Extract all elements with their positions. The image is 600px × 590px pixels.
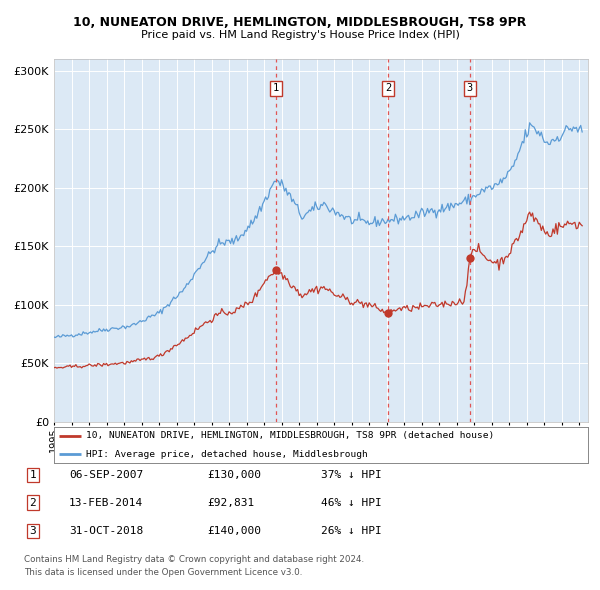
Text: 1: 1 (29, 470, 37, 480)
Text: 3: 3 (467, 83, 473, 93)
Text: 37% ↓ HPI: 37% ↓ HPI (321, 470, 382, 480)
Text: 13-FEB-2014: 13-FEB-2014 (69, 498, 143, 507)
Text: £92,831: £92,831 (207, 498, 254, 507)
Text: 10, NUNEATON DRIVE, HEMLINGTON, MIDDLESBROUGH, TS8 9PR: 10, NUNEATON DRIVE, HEMLINGTON, MIDDLESB… (73, 16, 527, 29)
Text: 2: 2 (29, 498, 37, 507)
Text: 06-SEP-2007: 06-SEP-2007 (69, 470, 143, 480)
Text: £130,000: £130,000 (207, 470, 261, 480)
Text: 10, NUNEATON DRIVE, HEMLINGTON, MIDDLESBROUGH, TS8 9PR (detached house): 10, NUNEATON DRIVE, HEMLINGTON, MIDDLESB… (86, 431, 494, 440)
Text: 3: 3 (29, 526, 37, 536)
Text: This data is licensed under the Open Government Licence v3.0.: This data is licensed under the Open Gov… (24, 568, 302, 577)
Text: Price paid vs. HM Land Registry's House Price Index (HPI): Price paid vs. HM Land Registry's House … (140, 31, 460, 40)
Text: 31-OCT-2018: 31-OCT-2018 (69, 526, 143, 536)
Text: HPI: Average price, detached house, Middlesbrough: HPI: Average price, detached house, Midd… (86, 450, 368, 458)
Text: 2: 2 (385, 83, 391, 93)
Text: £140,000: £140,000 (207, 526, 261, 536)
Text: 1: 1 (272, 83, 279, 93)
Bar (276, 59, 470, 422)
Text: Contains HM Land Registry data © Crown copyright and database right 2024.: Contains HM Land Registry data © Crown c… (24, 555, 364, 564)
Text: 26% ↓ HPI: 26% ↓ HPI (321, 526, 382, 536)
Text: 46% ↓ HPI: 46% ↓ HPI (321, 498, 382, 507)
